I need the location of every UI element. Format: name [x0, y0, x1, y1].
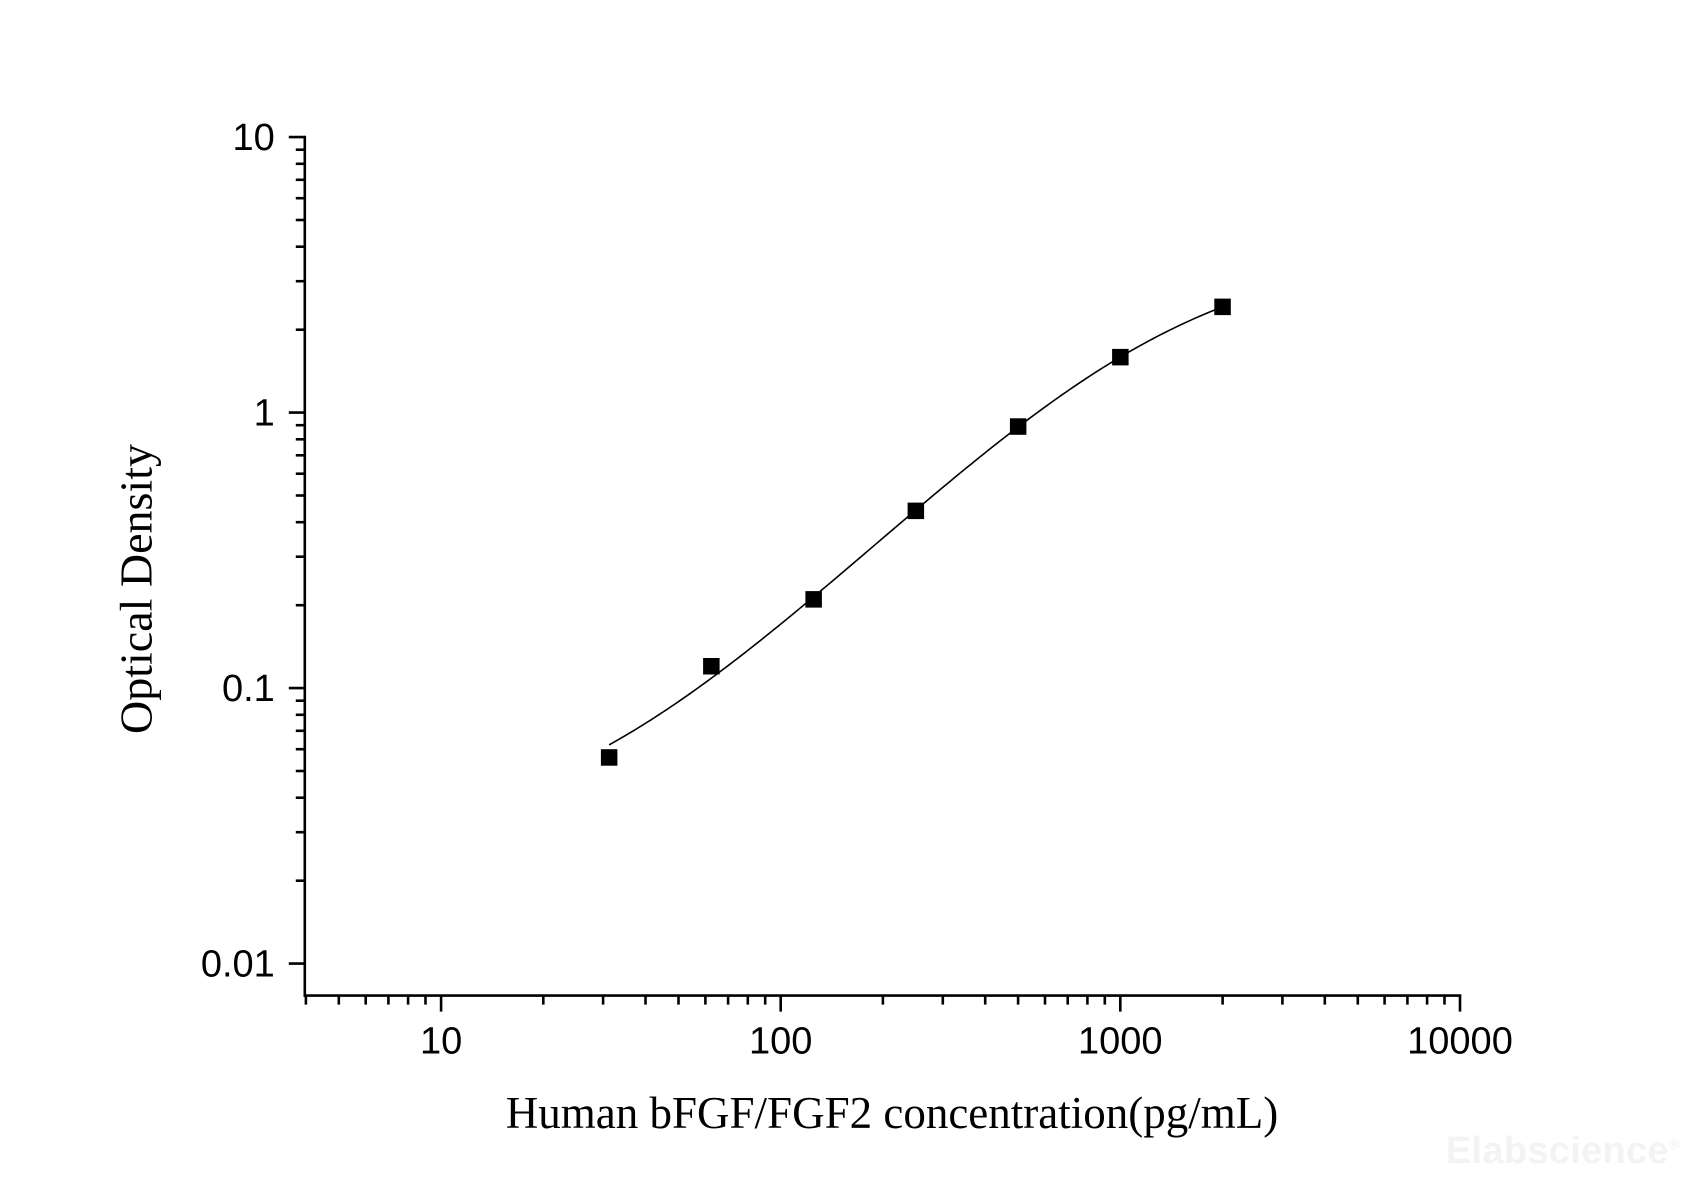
svg-text:10000: 10000 — [1407, 1021, 1513, 1063]
svg-text:1000: 1000 — [1078, 1021, 1163, 1063]
svg-text:1: 1 — [254, 393, 275, 435]
svg-text:0.1: 0.1 — [222, 668, 275, 710]
svg-text:100: 100 — [749, 1021, 812, 1063]
svg-text:10: 10 — [233, 117, 275, 159]
svg-text:0.01: 0.01 — [201, 944, 275, 986]
svg-text:10: 10 — [420, 1021, 462, 1063]
